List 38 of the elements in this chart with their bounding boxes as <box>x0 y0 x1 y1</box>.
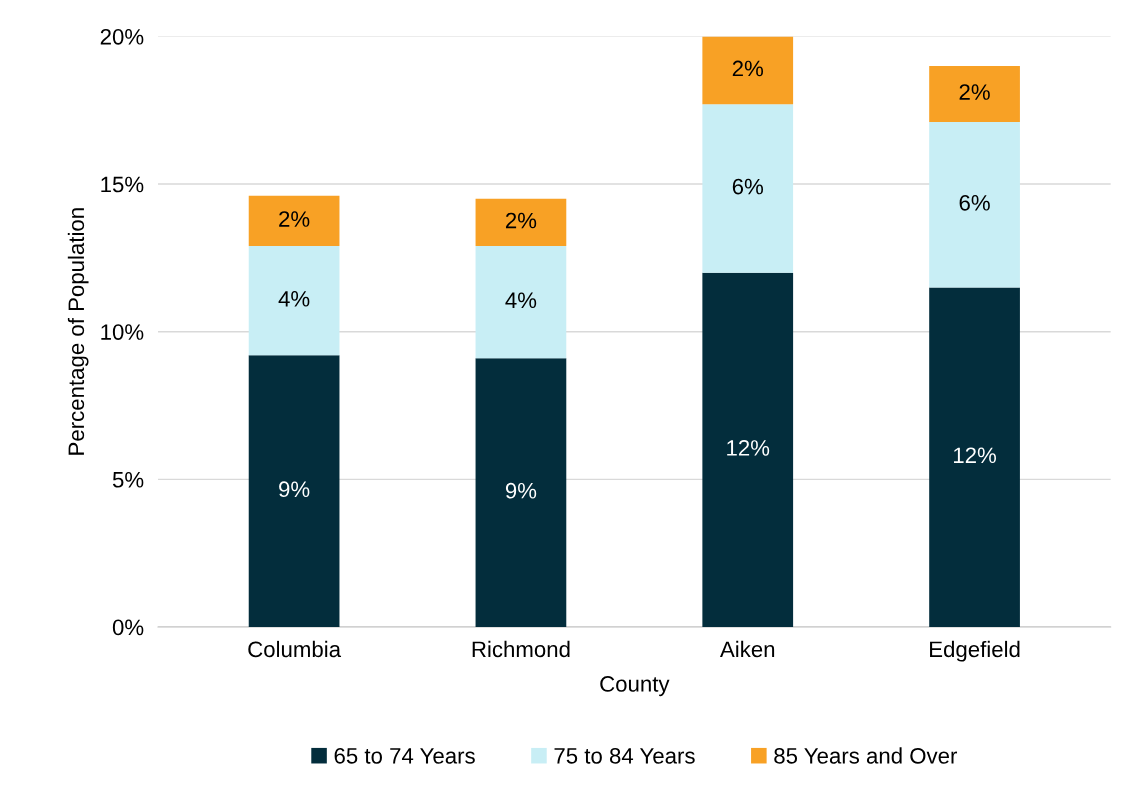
data-label: 4% <box>505 292 537 309</box>
bar <box>702 104 794 273</box>
legend-label: 65 to 74 Years <box>334 747 475 764</box>
bar <box>929 65 1020 123</box>
x-tick-label: Aiken <box>719 640 775 658</box>
data-label: 9% <box>279 481 310 498</box>
bar <box>248 355 340 627</box>
data-label: 6% <box>732 178 764 195</box>
bar <box>702 272 794 627</box>
y-tick-label: 5% <box>112 471 144 488</box>
data-label: 2% <box>279 211 310 227</box>
y-tick-label: 15% <box>101 176 144 193</box>
data-label: 6% <box>959 194 990 211</box>
data-label: 9% <box>505 482 537 499</box>
data-label: 4% <box>278 291 310 307</box>
x-axis-title: County <box>600 676 670 697</box>
x-tick-label: Edgefield <box>930 640 1020 662</box>
legend-label: 75 to 84 Years <box>554 747 695 764</box>
data-label: 12% <box>727 440 770 456</box>
data-label: 12% <box>954 447 997 464</box>
bar <box>475 198 567 247</box>
bar <box>248 195 340 247</box>
bar <box>475 358 567 627</box>
bar <box>248 246 340 356</box>
x-tick-label: Columbia <box>248 640 342 658</box>
y-tick-label: 20% <box>100 28 144 45</box>
y-axis-title: Percentage of Population <box>67 208 89 455</box>
bar <box>929 287 1020 627</box>
data-label: 2% <box>505 212 537 229</box>
y-tick-label: 0% <box>112 619 144 636</box>
bar <box>702 36 794 105</box>
x-tick-label: Richmond <box>472 640 570 658</box>
bar <box>929 122 1020 288</box>
data-label: 2% <box>732 60 764 77</box>
data-label: 2% <box>959 84 990 100</box>
bar <box>475 246 567 359</box>
y-tick-label: 10% <box>101 324 144 340</box>
legend-label: 85 Years and Over <box>774 747 958 764</box>
